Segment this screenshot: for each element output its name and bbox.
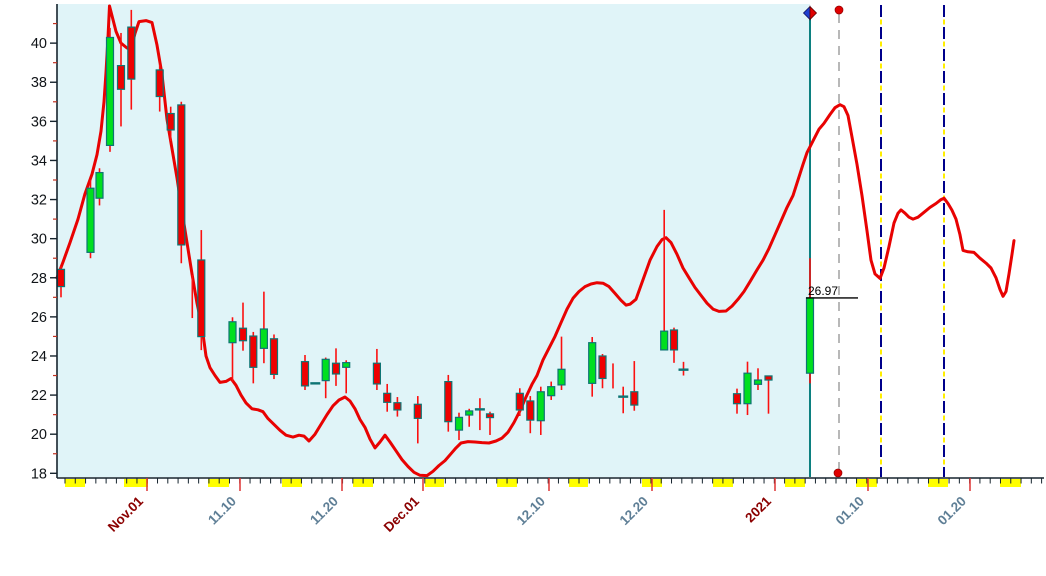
x-axis-label-day: 01.10 (833, 494, 868, 529)
y-axis-label: 18 (31, 466, 47, 482)
candle-down (155, 69, 164, 98)
history-background (57, 4, 810, 477)
candle-down (526, 400, 535, 421)
weekend-band (124, 479, 148, 487)
candle-down (372, 362, 381, 385)
red-dot-top (834, 5, 844, 15)
candle-down (383, 392, 392, 403)
candle-up (536, 391, 545, 422)
x-axis-label-day: 12.20 (617, 494, 652, 529)
price-annotation-label: 26.97 (808, 284, 838, 298)
candle-down (166, 112, 175, 131)
x-axis-label-day: 12.10 (514, 494, 549, 529)
candle-up (95, 171, 104, 199)
y-axis-label: 32 (31, 193, 47, 209)
candle-up (86, 187, 95, 253)
y-axis-label: 30 (31, 232, 47, 248)
split-diamond-marker-red-half (809, 5, 818, 21)
weekend-band (282, 479, 302, 487)
candle-up (547, 386, 556, 397)
candle-down (732, 393, 742, 405)
x-axis-label-day: 11.20 (307, 494, 341, 528)
candle-down (56, 268, 66, 288)
weekend-band (208, 479, 229, 487)
y-axis-label: 40 (31, 36, 47, 52)
candle-up (105, 36, 115, 146)
weekend-band (928, 479, 948, 487)
y-axis-label: 22 (31, 388, 47, 404)
y-axis-label: 34 (31, 153, 47, 169)
candle-up (743, 372, 752, 405)
candle-up (805, 297, 815, 374)
candle-down (630, 391, 639, 406)
x-axis-label-day: 11.10 (205, 494, 239, 528)
candle-up (753, 379, 763, 385)
candle-down (669, 329, 679, 351)
candle-down (515, 392, 524, 411)
candle-down (393, 402, 402, 411)
candle-down (444, 380, 453, 423)
candle-down (331, 362, 341, 375)
candle-up (465, 410, 474, 416)
candle-up (321, 358, 330, 382)
y-axis-label: 20 (31, 427, 47, 443)
candle-up (228, 321, 237, 344)
x-axis-label-month: Dec.01 (381, 493, 423, 535)
candle-down (269, 338, 279, 375)
weekend-band (425, 479, 444, 487)
y-axis-label: 26 (31, 310, 47, 326)
y-axis-label: 38 (31, 75, 47, 91)
x-axis-label-month: Nov.01 (105, 493, 147, 535)
candle-up (557, 368, 566, 386)
candle-down (249, 335, 258, 368)
candle-down (764, 375, 773, 381)
y-axis-label: 28 (31, 271, 47, 287)
candle-down (116, 65, 126, 90)
candle-down (598, 355, 607, 380)
x-axis-label-day: 01.20 (935, 494, 970, 529)
candle-up (342, 362, 351, 368)
candle-up (454, 416, 464, 431)
x-axis-label-month: 2021 (742, 493, 774, 525)
candle-up (660, 330, 669, 351)
candle-down (485, 413, 495, 419)
candle-down (127, 26, 136, 80)
candle-down (197, 259, 206, 338)
y-axis-label: 36 (31, 114, 47, 130)
candle-down (177, 104, 186, 246)
candle-down (238, 327, 248, 342)
y-axis-label: 24 (31, 349, 47, 365)
candle-down (413, 403, 422, 419)
red-dot-bottom (833, 468, 843, 478)
candle-down (300, 361, 310, 387)
candle-up (259, 328, 268, 349)
candle-up (588, 342, 597, 384)
